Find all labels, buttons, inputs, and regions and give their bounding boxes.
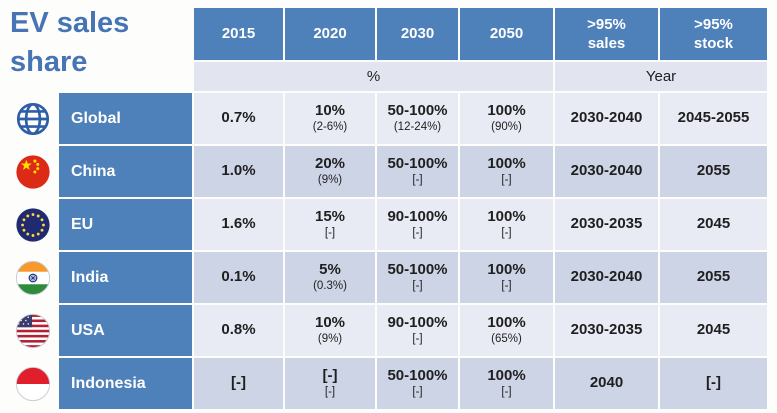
cell-95-stock: 2055 — [660, 252, 767, 303]
cell-2030: 90-100% [-] — [377, 199, 458, 250]
table-row-global: Global 0.7% 10% (2-6%) 50-100% (12-24%) 10… — [8, 93, 767, 144]
table-row-india: India 0.1% 5% (0.3%) 50-100% [-] 100% [-] 2… — [8, 252, 767, 303]
cell-95-sales: 2030-2035 — [555, 199, 658, 250]
cell-2050: 100% [-] — [460, 358, 553, 409]
cell-95-sales: 2030-2035 — [555, 305, 658, 356]
cell-95-stock: [-] — [660, 358, 767, 409]
region-label: USA — [59, 305, 192, 356]
unit-header-percent: % — [194, 62, 553, 91]
cell-95-sales: 2040 — [555, 358, 658, 409]
page-title: EV sales share — [10, 7, 130, 78]
column-header-95-stock: >95% stock — [660, 8, 767, 60]
cell-95-stock: 2045-2055 — [660, 93, 767, 144]
header-corner-spacer — [8, 8, 192, 60]
table-row-china: China 1.0% 20% (9%) 50-100% [-] 100% [-] 20… — [8, 146, 767, 197]
column-header-95-sales: >95% sales — [555, 8, 658, 60]
table-row-eu: EU 1.6% 15% [-] 90-100% [-] 100% [-] 2030-2… — [8, 199, 767, 250]
usa-flag-icon — [8, 305, 57, 356]
region-label: Global — [59, 93, 192, 144]
china-flag-icon — [8, 146, 57, 197]
cell-2050: 100% (90%) — [460, 93, 553, 144]
table-units-row: % Year — [8, 62, 767, 91]
cell-95-stock: 2045 — [660, 199, 767, 250]
unit-header-year: Year — [555, 62, 767, 91]
cell-2020: 10% (2-6%) — [285, 93, 375, 144]
cell-2020: [-] [-] — [285, 358, 375, 409]
cell-2015: 0.8% — [194, 305, 283, 356]
cell-95-sales: 2030-2040 — [555, 252, 658, 303]
table-header-row: 2015 2020 2030 2050 >95% sales >95% stoc… — [8, 8, 767, 60]
cell-2030: 50-100% [-] — [377, 358, 458, 409]
indonesia-flag-icon — [8, 358, 57, 409]
cell-2050: 100% [-] — [460, 146, 553, 197]
region-label: Indonesia — [59, 358, 192, 409]
column-header-2050: 2050 — [460, 8, 553, 60]
cell-2020: 20% (9%) — [285, 146, 375, 197]
cell-2015: 1.0% — [194, 146, 283, 197]
table-row-indonesia: Indonesia [-] [-] [-] 50-100% [-] 100% [-] … — [8, 358, 767, 409]
cell-2015: 0.1% — [194, 252, 283, 303]
eu-flag-icon — [8, 199, 57, 250]
cell-2030: 50-100% [-] — [377, 252, 458, 303]
cell-2015: 0.7% — [194, 93, 283, 144]
column-header-2020: 2020 — [285, 8, 375, 60]
cell-95-sales: 2030-2040 — [555, 146, 658, 197]
region-label: China — [59, 146, 192, 197]
table-row-usa: USA 0.8% 10% (9%) 90-100% [-] 100% (65%) 20… — [8, 305, 767, 356]
cell-2030: 50-100% (12-24%) — [377, 93, 458, 144]
cell-2015: 1.6% — [194, 199, 283, 250]
region-label: EU — [59, 199, 192, 250]
cell-2030: 90-100% [-] — [377, 305, 458, 356]
region-label: India — [59, 252, 192, 303]
column-header-2015: 2015 — [194, 8, 283, 60]
column-header-2030: 2030 — [377, 8, 458, 60]
india-flag-icon — [8, 252, 57, 303]
cell-95-sales: 2030-2040 — [555, 93, 658, 144]
globe-icon — [8, 93, 57, 144]
cell-2020: 10% (9%) — [285, 305, 375, 356]
ev-sales-share-table: 2015 2020 2030 2050 >95% sales >95% stoc… — [8, 8, 767, 409]
cell-2030: 50-100% [-] — [377, 146, 458, 197]
cell-2050: 100% (65%) — [460, 305, 553, 356]
cell-2050: 100% [-] — [460, 199, 553, 250]
units-corner-spacer — [8, 62, 192, 91]
cell-2020: 5% (0.3%) — [285, 252, 375, 303]
cell-2050: 100% [-] — [460, 252, 553, 303]
cell-2015: [-] — [194, 358, 283, 409]
cell-95-stock: 2055 — [660, 146, 767, 197]
cell-95-stock: 2045 — [660, 305, 767, 356]
cell-2020: 15% [-] — [285, 199, 375, 250]
